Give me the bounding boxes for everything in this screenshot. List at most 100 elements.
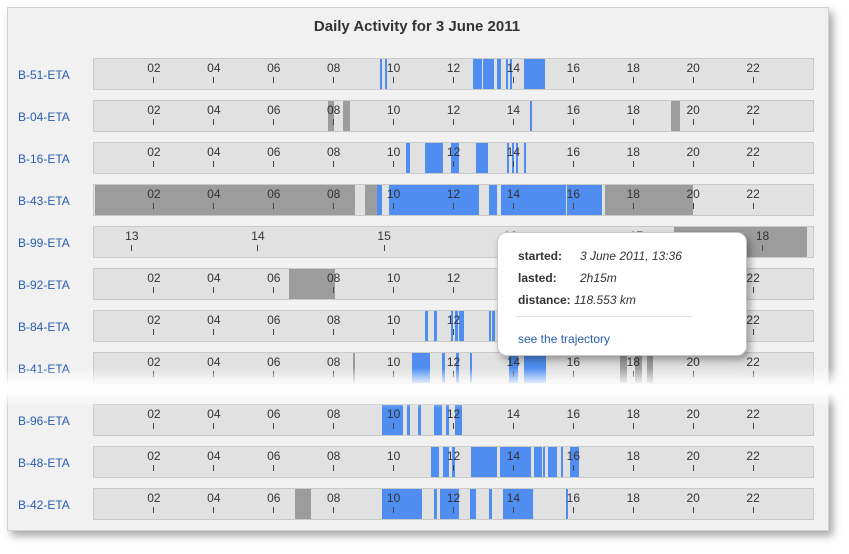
- vehicle-link[interactable]: B-99-ETA: [18, 236, 70, 250]
- see-trajectory-link[interactable]: see the trajectory: [518, 332, 611, 346]
- moving-segment[interactable]: [489, 311, 492, 341]
- moving-segment[interactable]: [505, 59, 509, 89]
- moving-segment[interactable]: [407, 405, 411, 435]
- moving-segment[interactable]: [469, 353, 472, 383]
- moving-segment[interactable]: [475, 143, 488, 173]
- moving-segment[interactable]: [507, 143, 510, 173]
- vehicle-link[interactable]: B-16-ETA: [18, 152, 70, 166]
- vehicle-link[interactable]: B-42-ETA: [18, 498, 70, 512]
- hour-tick-label: 14: [506, 449, 521, 463]
- timeline-track[interactable]: 02 04 06 08 10 12 14 16 18 20 22: [93, 184, 814, 216]
- stopped-segment[interactable]: [95, 185, 355, 215]
- moving-segment[interactable]: [440, 489, 460, 519]
- moving-segment[interactable]: [499, 447, 532, 477]
- moving-segment[interactable]: [561, 447, 564, 477]
- moving-segment[interactable]: [496, 59, 502, 89]
- moving-segment[interactable]: [454, 405, 463, 435]
- moving-segment[interactable]: [510, 59, 513, 89]
- hour-tick-label: 02: [147, 491, 161, 505]
- timeline-track[interactable]: 02 04 06 08 10 12 14 16 18 20 22: [93, 352, 814, 384]
- moving-segment[interactable]: [534, 447, 542, 477]
- moving-segment[interactable]: [523, 143, 526, 173]
- timeline-track[interactable]: 02 04 06 08 10 12 14 16 18 20 22: [93, 446, 814, 478]
- hour-tick-label: 20: [686, 145, 700, 159]
- moving-segment[interactable]: [489, 489, 493, 519]
- moving-segment[interactable]: [389, 185, 479, 215]
- moving-segment[interactable]: [454, 311, 458, 341]
- timeline-track[interactable]: 02 04 06 08 10 12 14 16 18 20 22: [93, 488, 814, 520]
- moving-segment[interactable]: [567, 185, 602, 215]
- moving-segment[interactable]: [417, 405, 421, 435]
- moving-segment[interactable]: [434, 489, 437, 519]
- stopped-segment[interactable]: [670, 101, 680, 131]
- timeline-track[interactable]: 02 04 06 08 10 12 14 16 18 20 22: [93, 58, 814, 90]
- timeline-track[interactable]: 02 04 06 08 10 12 14 16 18 20 22: [93, 404, 814, 436]
- moving-segment[interactable]: [405, 143, 411, 173]
- moving-segment[interactable]: [411, 353, 430, 383]
- hour-tick-mark: [453, 119, 454, 125]
- moving-segment[interactable]: [543, 447, 546, 477]
- hour-tick: 20: [678, 447, 708, 471]
- moving-segment[interactable]: [443, 447, 449, 477]
- vehicle-link[interactable]: B-41-ETA: [18, 362, 70, 376]
- moving-segment[interactable]: [452, 447, 455, 477]
- stopped-segment[interactable]: [604, 185, 694, 215]
- vehicle-link[interactable]: B-51-ETA: [18, 68, 70, 82]
- hour-tick: 08: [319, 489, 349, 513]
- moving-segment[interactable]: [434, 311, 437, 341]
- moving-segment[interactable]: [529, 101, 532, 131]
- vehicle-link[interactable]: B-48-ETA: [18, 456, 70, 470]
- stopped-segment[interactable]: [327, 101, 334, 131]
- stopped-segment[interactable]: [288, 269, 336, 299]
- hour-tick-mark: [752, 423, 754, 429]
- stopped-segment[interactable]: [353, 353, 356, 383]
- moving-segment[interactable]: [523, 59, 527, 89]
- moving-segment[interactable]: [472, 59, 482, 89]
- moving-segment[interactable]: [492, 311, 496, 341]
- stopped-segment[interactable]: [294, 489, 312, 519]
- hour-tick-label: 18: [626, 145, 640, 159]
- vehicle-link[interactable]: B-84-ETA: [18, 320, 70, 334]
- hour-tick: 02: [139, 101, 169, 125]
- vehicle-link[interactable]: B-04-ETA: [18, 110, 70, 124]
- moving-segment[interactable]: [471, 447, 497, 477]
- moving-segment[interactable]: [526, 59, 545, 89]
- stopped-segment[interactable]: [342, 101, 351, 131]
- moving-segment[interactable]: [511, 143, 514, 173]
- hour-tick-mark: [632, 161, 634, 167]
- moving-segment[interactable]: [516, 143, 519, 173]
- hour-tick-label: 06: [267, 271, 281, 285]
- moving-segment[interactable]: [469, 489, 476, 519]
- moving-segment[interactable]: [450, 311, 454, 341]
- hour-tick-mark: [512, 119, 514, 125]
- moving-segment[interactable]: [381, 489, 423, 519]
- timeline-track[interactable]: 02 04 06 08 10 12 14 16 18 20 22: [93, 142, 814, 174]
- moving-segment[interactable]: [425, 311, 429, 341]
- moving-segment[interactable]: [381, 405, 403, 435]
- vehicle-row: B-41-ETA 02 04 06 08 10 12 14 16 18 20 22: [0, 352, 849, 386]
- timeline-track[interactable]: 02 04 06 08 10 12 14 16 18 20 22: [93, 100, 814, 132]
- moving-segment[interactable]: [446, 405, 449, 435]
- moving-segment[interactable]: [434, 405, 442, 435]
- vehicle-link[interactable]: B-96-ETA: [18, 414, 70, 428]
- moving-segment[interactable]: [483, 59, 494, 89]
- hour-tick-mark: [393, 77, 395, 83]
- moving-segment[interactable]: [431, 447, 439, 477]
- moving-segment[interactable]: [384, 59, 387, 89]
- moving-segment[interactable]: [425, 143, 443, 173]
- moving-segment[interactable]: [450, 143, 460, 173]
- moving-segment[interactable]: [459, 311, 464, 341]
- vehicle-link[interactable]: B-43-ETA: [18, 194, 70, 208]
- hour-tick-mark: [453, 507, 454, 513]
- moving-segment[interactable]: [570, 447, 580, 477]
- moving-segment[interactable]: [377, 185, 382, 215]
- moving-segment[interactable]: [380, 59, 383, 89]
- moving-segment[interactable]: [502, 489, 533, 519]
- hour-tick: 22: [738, 489, 768, 513]
- moving-segment[interactable]: [565, 489, 568, 519]
- moving-segment[interactable]: [489, 185, 497, 215]
- moving-segment[interactable]: [547, 447, 557, 477]
- vehicle-link[interactable]: B-92-ETA: [18, 278, 70, 292]
- moving-segment[interactable]: [501, 185, 566, 215]
- stopped-segment[interactable]: [365, 185, 378, 215]
